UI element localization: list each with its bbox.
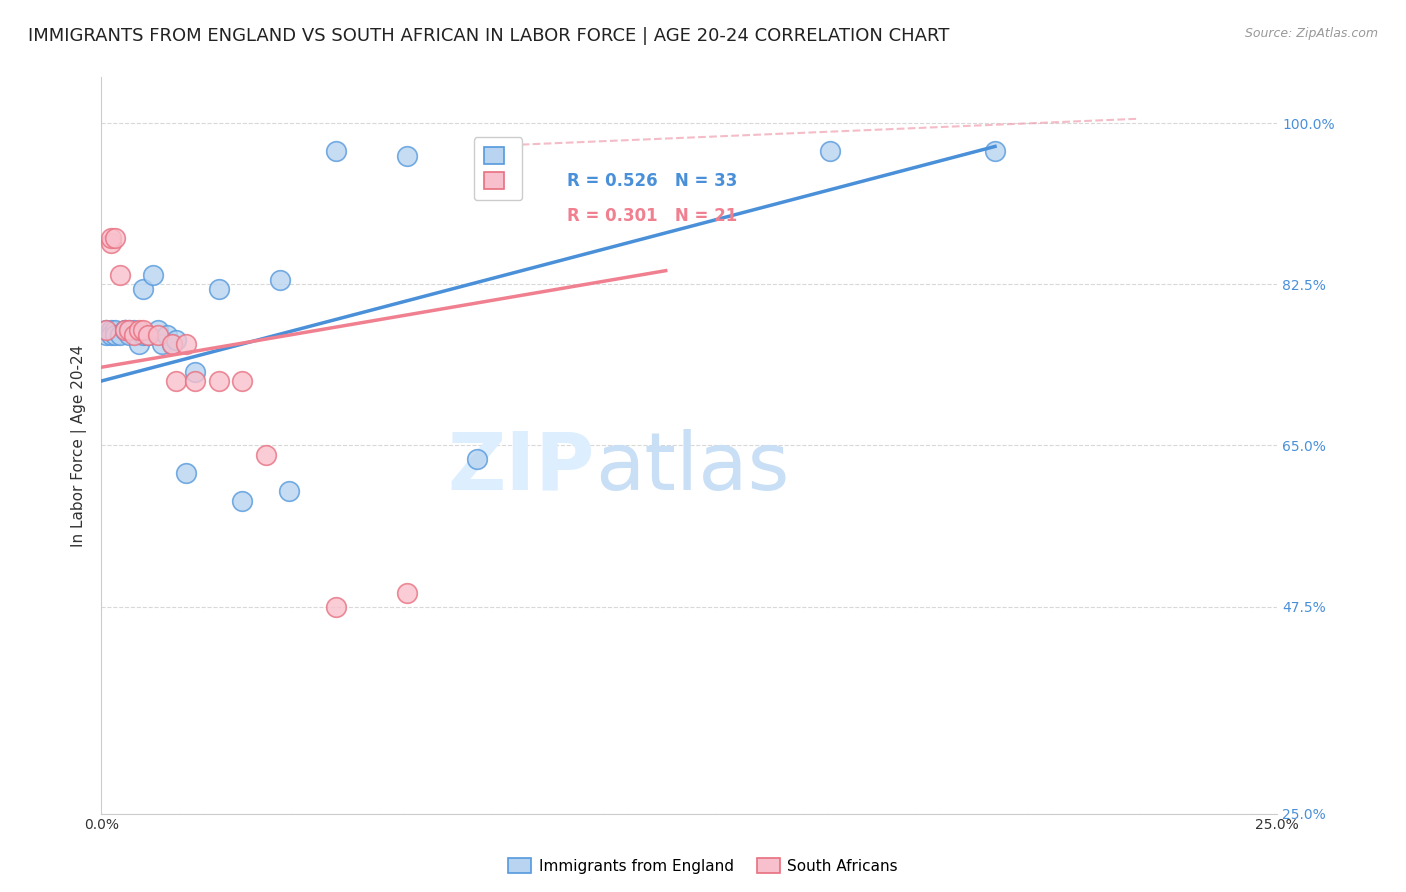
Text: R = 0.301   N = 21: R = 0.301 N = 21	[567, 208, 737, 226]
Point	[108, 268, 131, 283]
Point	[136, 328, 159, 343]
Point	[94, 323, 117, 337]
Text: IMMIGRANTS FROM ENGLAND VS SOUTH AFRICAN IN LABOR FORCE | AGE 20-24 CORRELATION : IMMIGRANTS FROM ENGLAND VS SOUTH AFRICAN…	[28, 27, 949, 45]
Point	[395, 148, 418, 162]
Point	[114, 323, 136, 337]
Point	[156, 328, 179, 343]
Point	[165, 333, 187, 347]
Point	[184, 365, 207, 379]
Point	[122, 328, 145, 343]
Point	[984, 144, 1007, 158]
Text: R = 0.526   N = 33: R = 0.526 N = 33	[567, 172, 737, 191]
Point	[254, 448, 277, 462]
Point	[114, 323, 136, 337]
Point	[132, 323, 155, 337]
Point	[142, 268, 165, 283]
Point	[128, 323, 150, 337]
Point	[467, 452, 489, 467]
Point	[150, 337, 173, 351]
Point	[94, 323, 117, 337]
Point	[325, 144, 347, 158]
Point	[820, 144, 842, 158]
Point	[231, 493, 253, 508]
Point	[160, 337, 183, 351]
Point	[104, 323, 127, 337]
Point	[184, 374, 207, 388]
Point	[108, 328, 131, 343]
Point	[165, 374, 187, 388]
Text: ZIP: ZIP	[449, 428, 595, 507]
Point	[395, 585, 418, 599]
Point	[104, 328, 127, 343]
Point	[174, 466, 197, 480]
Point	[269, 273, 291, 287]
Point	[136, 328, 159, 343]
Point	[104, 231, 127, 245]
Point	[100, 231, 122, 245]
Point	[114, 323, 136, 337]
Point	[118, 323, 141, 337]
Point	[174, 337, 197, 351]
Point	[208, 374, 231, 388]
Point	[146, 323, 169, 337]
Point	[122, 323, 145, 337]
Point	[146, 328, 169, 343]
Point	[132, 282, 155, 296]
Point	[160, 337, 183, 351]
Point	[118, 328, 141, 343]
Point	[278, 484, 301, 499]
Point	[132, 328, 155, 343]
Point	[94, 328, 117, 343]
Point	[128, 337, 150, 351]
Text: atlas: atlas	[595, 428, 790, 507]
Point	[100, 323, 122, 337]
Point	[100, 235, 122, 250]
Point	[118, 323, 141, 337]
Point	[231, 374, 253, 388]
Point	[100, 328, 122, 343]
Point	[325, 599, 347, 614]
Legend: , : ,	[474, 137, 523, 201]
Point	[208, 282, 231, 296]
Legend: Immigrants from England, South Africans: Immigrants from England, South Africans	[502, 852, 904, 880]
Text: Source: ZipAtlas.com: Source: ZipAtlas.com	[1244, 27, 1378, 40]
Y-axis label: In Labor Force | Age 20-24: In Labor Force | Age 20-24	[72, 344, 87, 547]
